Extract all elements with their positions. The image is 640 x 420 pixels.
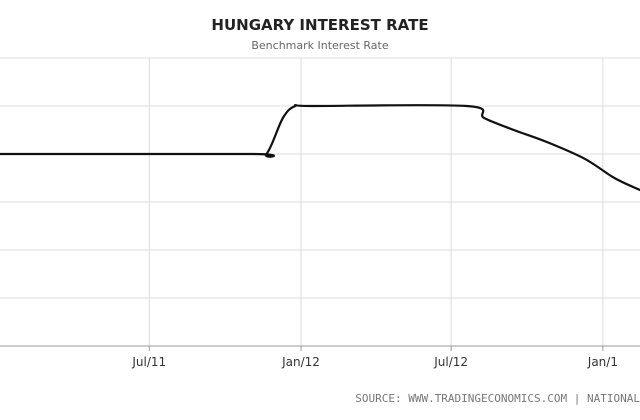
x-tick-label: Jul/12	[433, 355, 468, 369]
grid	[0, 57, 640, 347]
x-tick-label: Jul/11	[131, 355, 166, 369]
x-tick-label: Jan/12	[281, 355, 320, 369]
source-text: SOURCE: WWW.TRADINGECONOMICS.COM | NATIO…	[355, 392, 640, 405]
x-tick-label: Jan/1	[587, 355, 618, 369]
chart-title: HUNGARY INTEREST RATE	[211, 16, 428, 34]
plot-area	[0, 104, 640, 192]
chart-subtitle: Benchmark Interest Rate	[251, 39, 388, 52]
series-line	[0, 104, 640, 192]
x-axis: Jul/11 Jan/12 Jul/12 Jan/1	[131, 346, 618, 369]
